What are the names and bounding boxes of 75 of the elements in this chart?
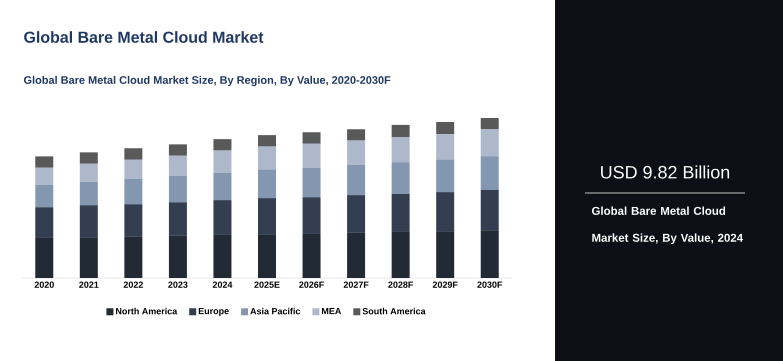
x-tick-label: 2025E — [254, 282, 280, 288]
text: USD 9.82 Billion — [601, 165, 730, 179]
chart-subtitle: Global Bare Metal Cloud Market Size, By Region, By Value, 2020-2030F — [24, 76, 390, 86]
bar — [436, 160, 454, 192]
x-tick-label: 2028F — [388, 282, 414, 288]
bar — [392, 137, 410, 162]
bar — [35, 238, 54, 278]
bar — [302, 132, 321, 144]
bar — [347, 140, 366, 165]
x-tick-label: 2021 — [79, 282, 99, 288]
bar — [168, 144, 187, 156]
bar — [392, 162, 410, 194]
bar — [213, 150, 232, 173]
bar — [124, 148, 142, 160]
legend-label: Asia Pacific — [250, 308, 300, 314]
x-tick-label: 2027F — [344, 282, 368, 288]
bar — [168, 176, 187, 202]
bar — [347, 195, 366, 233]
bar — [347, 164, 366, 196]
chart-title: Global Bare Metal Cloud Market — [24, 31, 264, 43]
legend-label: South America — [362, 308, 426, 314]
bar — [80, 182, 98, 206]
x-tick-label: 2020 — [34, 282, 54, 288]
bar — [302, 197, 321, 234]
bar — [35, 156, 54, 168]
bar — [80, 238, 98, 278]
bar — [302, 168, 321, 198]
bar — [35, 207, 54, 238]
bar — [258, 234, 276, 278]
bar — [168, 236, 187, 278]
bar — [168, 202, 187, 236]
bar — [80, 164, 98, 182]
bar — [80, 205, 98, 238]
bar — [35, 184, 54, 208]
x-tick-label: 2024 — [212, 282, 232, 288]
bar — [124, 204, 142, 237]
bar — [480, 190, 499, 231]
bar — [35, 168, 54, 185]
bar — [258, 170, 276, 198]
bar — [302, 234, 321, 278]
bar — [436, 232, 454, 278]
legend-label: North America — [116, 308, 178, 314]
x-tick-label: 2026F — [299, 282, 324, 288]
x-tick-label: 2029F — [432, 282, 458, 288]
bar — [436, 192, 454, 232]
bar — [168, 156, 187, 176]
bar — [258, 198, 276, 235]
bar — [213, 172, 232, 200]
bar — [480, 118, 499, 130]
legend-label: Europe — [198, 308, 229, 316]
bar — [302, 143, 321, 168]
x-tick-label: 2030F — [477, 282, 502, 288]
bar — [213, 139, 232, 150]
bar — [347, 232, 366, 278]
text: Global Bare Metal Cloud Market Size, By Value, 2024 — [592, 206, 744, 244]
bar — [124, 159, 142, 179]
bar — [392, 232, 410, 278]
bar — [480, 230, 499, 278]
bar — [213, 200, 232, 235]
bar — [258, 146, 276, 170]
bar — [258, 135, 276, 146]
x-tick-label: 2022 — [124, 282, 143, 288]
x-tick-label: 2023 — [168, 282, 188, 288]
bar — [392, 194, 410, 232]
bar — [124, 178, 142, 204]
bar — [436, 122, 454, 134]
bar — [480, 129, 499, 157]
bar — [436, 134, 454, 160]
bar — [480, 156, 499, 190]
bar — [392, 124, 410, 138]
bar — [213, 234, 232, 278]
legend-label: MEA — [322, 308, 342, 314]
bar — [80, 152, 98, 164]
bar — [347, 129, 366, 140]
bar — [124, 236, 142, 278]
